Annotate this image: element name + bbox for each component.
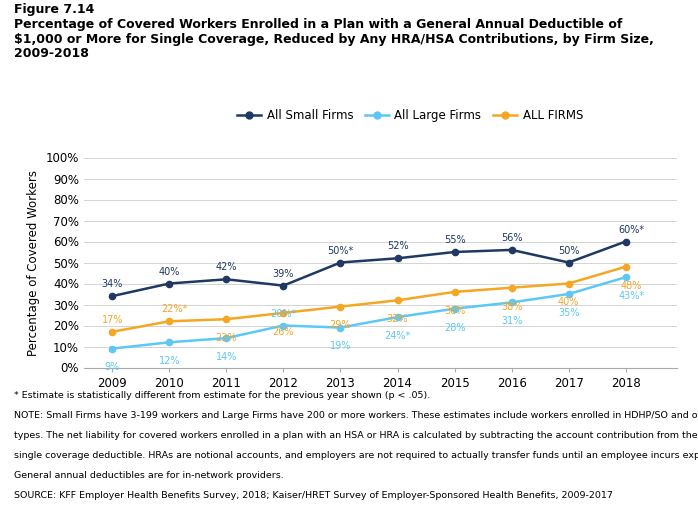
Text: 19%: 19% [329,341,351,352]
Text: 50%: 50% [558,246,579,256]
Text: 40%: 40% [558,297,579,308]
Text: 42%: 42% [216,262,237,272]
Text: 55%: 55% [444,235,466,245]
Text: * Estimate is statistically different from estimate for the previous year shown : * Estimate is statistically different fr… [14,391,430,400]
Text: types. The net liability for covered workers enrolled in a plan with an HSA or H: types. The net liability for covered wor… [14,431,697,440]
Text: 29%: 29% [329,320,351,331]
Text: 35%: 35% [558,308,579,318]
Text: 20%*: 20%* [270,309,297,319]
Text: 34%: 34% [102,279,123,289]
Text: 48%: 48% [621,280,642,291]
Text: Figure 7.14: Figure 7.14 [14,3,94,16]
Text: 36%: 36% [444,306,466,316]
Text: SOURCE: KFF Employer Health Benefits Survey, 2018; Kaiser/HRET Survey of Employe: SOURCE: KFF Employer Health Benefits Sur… [14,491,613,500]
Text: 31%: 31% [501,316,522,327]
Text: General annual deductibles are for in-network providers.: General annual deductibles are for in-ne… [14,471,283,480]
Legend: All Small Firms, All Large Firms, ALL FIRMS: All Small Firms, All Large Firms, ALL FI… [232,104,588,127]
Text: 56%: 56% [501,233,522,243]
Text: 14%: 14% [216,352,237,362]
Text: 39%: 39% [273,269,294,279]
Text: 28%: 28% [444,322,466,333]
Text: 52%: 52% [387,242,408,251]
Y-axis label: Percentage of Covered Workers: Percentage of Covered Workers [27,170,40,355]
Text: 43%*: 43%* [618,291,644,301]
Text: 2009-2018: 2009-2018 [14,47,89,60]
Text: 50%*: 50%* [327,246,354,256]
Text: NOTE: Small Firms have 3-199 workers and Large Firms have 200 or more workers. T: NOTE: Small Firms have 3-199 workers and… [14,411,698,420]
Text: $1,000 or More for Single Coverage, Reduced by Any HRA/HSA Contributions, by Fir: $1,000 or More for Single Coverage, Redu… [14,33,654,46]
Text: 9%: 9% [105,362,120,373]
Text: 32%: 32% [387,314,408,324]
Text: 22%*: 22%* [162,304,188,314]
Text: 23%: 23% [216,333,237,343]
Text: 38%: 38% [501,301,522,312]
Text: 26%: 26% [273,327,294,337]
Text: 12%: 12% [158,356,180,366]
Text: Percentage of Covered Workers Enrolled in a Plan with a General Annual Deductibl: Percentage of Covered Workers Enrolled i… [14,18,623,31]
Text: 60%*: 60%* [618,225,644,235]
Text: single coverage deductible. HRAs are notional accounts, and employers are not re: single coverage deductible. HRAs are not… [14,451,698,460]
Text: 40%: 40% [158,267,180,277]
Text: 24%*: 24%* [385,331,410,341]
Text: 17%: 17% [101,315,123,325]
